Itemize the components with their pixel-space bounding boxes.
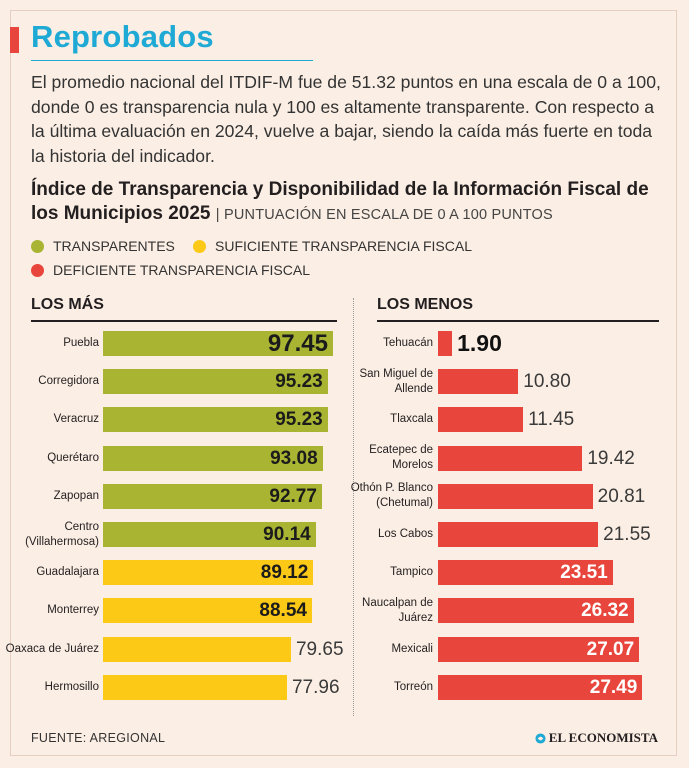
bar-value-label: 10.80 bbox=[523, 371, 571, 393]
legend-dot-yellow bbox=[193, 239, 206, 253]
bar-los-mas bbox=[103, 598, 312, 624]
chart-title-text: Índice de Transparencia y Disponibilidad… bbox=[31, 179, 649, 224]
chart-unit: | PUNTUACIÓN EN ESCALA DE 0 A 100 PUNTOS bbox=[215, 207, 553, 223]
bar-value-label: 27.07 bbox=[586, 638, 635, 660]
legend-label: TRANSPARENTES bbox=[53, 238, 175, 254]
bar-value-label: 79.65 bbox=[295, 638, 344, 660]
infographic-frame bbox=[10, 10, 677, 756]
bar-los-menos bbox=[438, 331, 453, 356]
bar-category-label: Guadalajara bbox=[36, 566, 99, 579]
bar-category-label: Hermosillo bbox=[44, 680, 99, 693]
bar-category-label: Veracruz bbox=[53, 413, 99, 426]
panel-divider bbox=[353, 298, 354, 716]
brand-icon bbox=[535, 732, 546, 744]
source-note: FUENTE: AREGIONAL bbox=[31, 731, 166, 745]
legend-item-suficiente: SUFICIENTE TRANSPARENCIA FISCAL bbox=[193, 238, 472, 254]
bar-value-label: 89.12 bbox=[260, 562, 309, 584]
bar-category-label: Corregidora bbox=[38, 375, 99, 388]
bar-los-menos bbox=[438, 636, 640, 662]
bar-los-menos bbox=[438, 522, 599, 547]
bar-value-label: 88.54 bbox=[259, 600, 307, 622]
legend-dot-red bbox=[31, 263, 44, 277]
bar-los-mas bbox=[103, 560, 314, 586]
bar-category-label: Oaxaca de Juárez bbox=[5, 642, 99, 655]
bar-los-mas bbox=[103, 636, 291, 662]
bar-value-label: 90.14 bbox=[263, 524, 311, 545]
bar-los-menos bbox=[438, 483, 593, 509]
title-underline bbox=[31, 60, 313, 61]
bar-value-label: 21.55 bbox=[603, 524, 651, 545]
bar-los-menos bbox=[438, 445, 583, 471]
bar-category-label: Puebla bbox=[63, 337, 99, 349]
bar-value-label: 77.96 bbox=[291, 676, 340, 698]
bar-los-mas bbox=[103, 674, 287, 700]
legend-label: SUFICIENTE TRANSPARENCIA FISCAL bbox=[215, 238, 472, 254]
bar-value-label: 95.23 bbox=[275, 409, 323, 431]
bar-category-label: Naucalpan de Juárez bbox=[362, 596, 433, 624]
bar-category-label: Tlaxcala bbox=[390, 413, 433, 426]
bar-los-mas bbox=[103, 522, 316, 547]
bar-category-label: Centro (Villahermosa) bbox=[25, 520, 99, 548]
panel-title-los-menos: LOS MENOS bbox=[377, 296, 474, 313]
bar-los-menos bbox=[438, 369, 519, 395]
bar-category-label: Tampico bbox=[390, 566, 433, 579]
bar-value-label: 1.90 bbox=[457, 330, 502, 356]
bar-los-menos bbox=[438, 598, 634, 624]
bar-category-label: Zapopan bbox=[53, 489, 99, 502]
bar-category-label: San Miguel de Allende bbox=[359, 367, 433, 395]
bar-category-label: Ecatepec de Morelos bbox=[369, 444, 433, 472]
legend-item-transparentes: TRANSPARENTES bbox=[31, 238, 175, 254]
bar-los-mas bbox=[103, 407, 328, 433]
bar-category-label: Tehuacán bbox=[383, 337, 433, 349]
bar-los-mas bbox=[103, 331, 333, 356]
bar-value-label: 27.49 bbox=[589, 676, 638, 698]
bar-value-label: 19.42 bbox=[587, 447, 635, 469]
bar-los-menos bbox=[438, 407, 524, 433]
bar-category-label: Mexicali bbox=[391, 642, 433, 655]
panel-rule-los-mas bbox=[31, 320, 337, 322]
bar-category-label: Querétaro bbox=[47, 451, 99, 464]
bar-los-mas bbox=[103, 483, 322, 509]
panel-rule-los-menos bbox=[377, 320, 659, 322]
bar-value-label: 26.32 bbox=[581, 600, 629, 622]
bar-value-label: 95.23 bbox=[275, 371, 323, 393]
bar-los-menos bbox=[438, 674, 643, 700]
bar-category-label: Othón P. Blanco (Chetumal) bbox=[350, 482, 433, 510]
bar-value-label: 20.81 bbox=[597, 485, 646, 507]
bar-category-label: Torreón bbox=[394, 680, 433, 693]
chart-title: Índice de Transparencia y Disponibilidad… bbox=[31, 178, 671, 227]
bar-value-label: 23.51 bbox=[560, 562, 608, 584]
bar-category-label: Monterrey bbox=[47, 604, 99, 617]
brand-name: EL ECONOMISTA bbox=[548, 730, 658, 745]
bar-value-label: 11.45 bbox=[528, 409, 575, 431]
page-title: Reprobados bbox=[31, 19, 214, 54]
bar-category-label: Los Cabos bbox=[378, 528, 433, 540]
bar-value-label: 97.45 bbox=[267, 330, 328, 357]
legend-label: DEFICIENTE TRANSPARENCIA FISCAL bbox=[53, 262, 310, 278]
legend-item-deficiente: DEFICIENTE TRANSPARENCIA FISCAL bbox=[31, 262, 310, 278]
legend-dot-green bbox=[31, 239, 44, 253]
bar-los-menos bbox=[438, 560, 613, 586]
title-accent-tab bbox=[10, 27, 19, 53]
panel-title-los-mas: LOS MÁS bbox=[31, 296, 104, 313]
intro-paragraph: El promedio nacional del ITDIF-M fue de … bbox=[31, 72, 661, 166]
bar-los-mas bbox=[103, 445, 323, 471]
brand-logo: EL ECONOMISTA bbox=[535, 730, 658, 746]
bar-los-mas bbox=[103, 369, 328, 395]
bar-value-label: 93.08 bbox=[270, 447, 318, 469]
bar-value-label: 92.77 bbox=[269, 485, 317, 507]
